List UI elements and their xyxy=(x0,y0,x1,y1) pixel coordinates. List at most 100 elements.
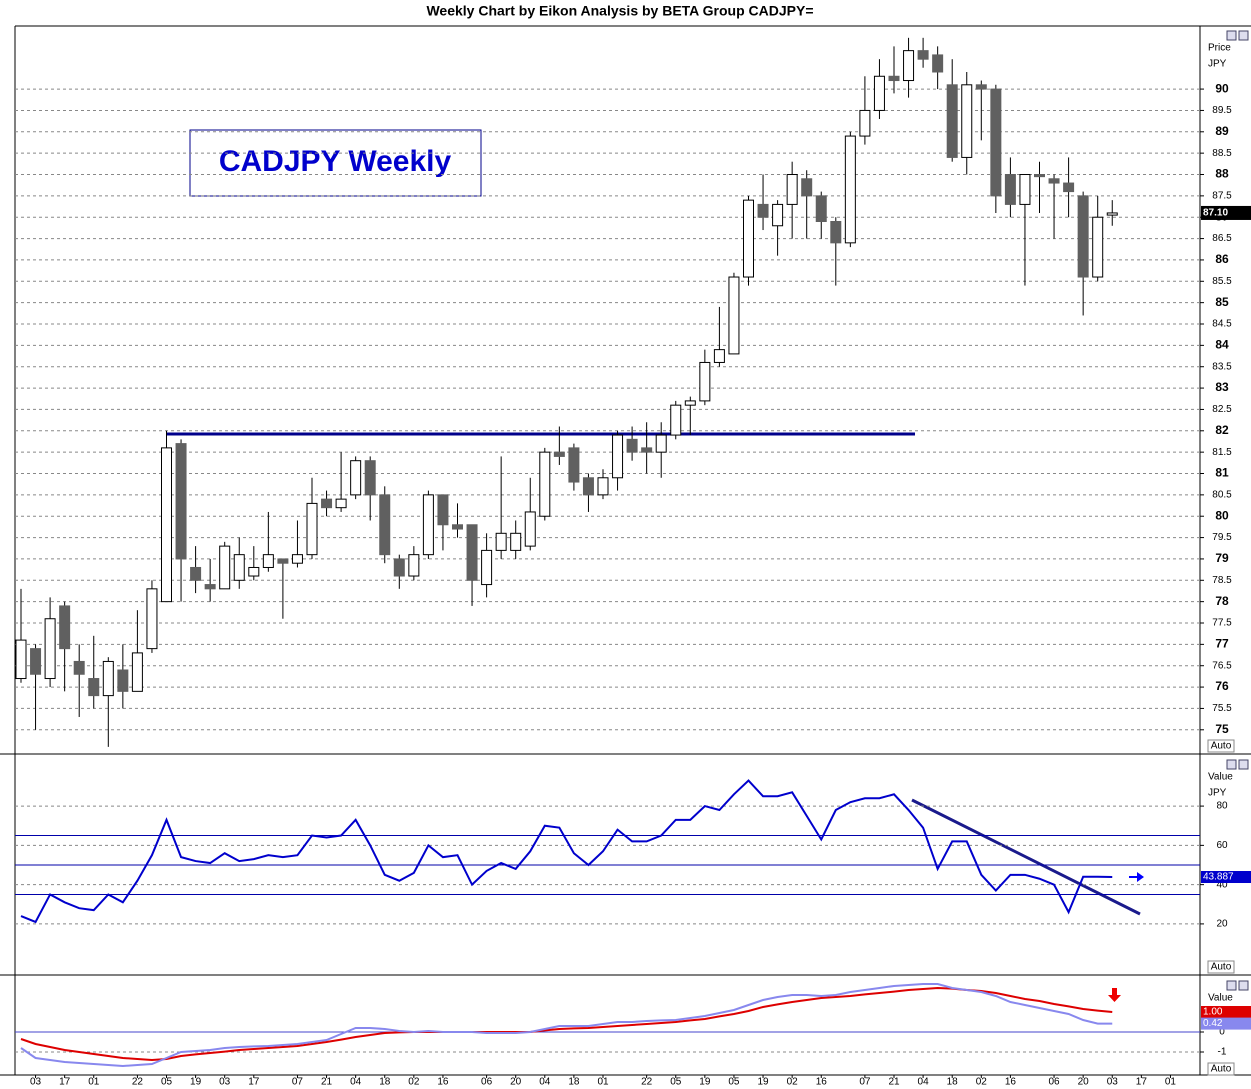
candle-body-up xyxy=(350,460,362,496)
x-tick-label: 02 xyxy=(408,1077,420,1088)
x-tick-label: 06 xyxy=(1048,1077,1060,1088)
y-tick-label: 88 xyxy=(1215,167,1229,181)
candle-body-up xyxy=(102,660,114,697)
last-value-box xyxy=(1201,1017,1251,1030)
y-tick-label: 90 xyxy=(1215,81,1229,95)
candle-body-up xyxy=(408,554,420,577)
x-tick-label: 05 xyxy=(161,1077,173,1088)
candle-body-down xyxy=(801,178,813,197)
x-tick-label: 01 xyxy=(88,1077,100,1088)
x-tick-label: 03 xyxy=(1107,1077,1119,1088)
scale-mode: Auto xyxy=(1211,962,1232,973)
candle-body-up xyxy=(131,652,143,692)
candle-body-up xyxy=(233,554,245,581)
axis-title: JPY xyxy=(1208,59,1227,70)
candle-body-down xyxy=(757,203,769,218)
candle-body-up xyxy=(859,109,871,137)
candle-body-down xyxy=(73,660,85,675)
candle-body-up xyxy=(291,554,303,564)
candle-body-up xyxy=(161,447,172,603)
candle-body-down xyxy=(975,84,987,90)
candle-body-up xyxy=(524,511,536,547)
x-tick-label: 22 xyxy=(132,1077,144,1088)
series-line xyxy=(20,986,1113,1062)
y-tick-label: 79.5 xyxy=(1212,532,1232,543)
y-tick-label: 89 xyxy=(1215,124,1229,138)
candle-body-up xyxy=(335,498,347,509)
candle-body-up xyxy=(786,174,798,205)
y-tick-label: 76 xyxy=(1215,679,1229,693)
candle-body-down xyxy=(175,443,187,560)
candle-body-up xyxy=(684,400,696,406)
x-tick-label: 05 xyxy=(670,1077,682,1088)
x-tick-label: 03 xyxy=(219,1077,231,1088)
arrow xyxy=(1108,988,1121,1002)
y-tick-label: 84 xyxy=(1215,338,1229,352)
candle-body-up xyxy=(248,566,260,577)
candle-body-up xyxy=(699,361,711,402)
candle-body-up xyxy=(539,451,551,517)
x-tick-label: 16 xyxy=(1005,1077,1017,1088)
y-tick-label: 83.5 xyxy=(1212,361,1232,372)
y-tick-label: -1 xyxy=(1218,1047,1227,1058)
y-tick-label: 85.5 xyxy=(1212,276,1232,287)
candle-body-up xyxy=(15,639,27,680)
candle-body-up xyxy=(306,502,318,556)
y-tick-label: 82.5 xyxy=(1212,404,1232,415)
x-tick-label: 16 xyxy=(816,1077,828,1088)
chart-title: Weekly Chart by Eikon Analysis by BETA G… xyxy=(426,3,813,19)
x-tick-label: 04 xyxy=(539,1077,551,1088)
y-tick-label: 75 xyxy=(1215,722,1229,736)
scale-box xyxy=(1207,960,1235,974)
candle-body-up xyxy=(481,549,493,586)
series-line xyxy=(20,983,1113,1068)
candle-body-up xyxy=(422,494,434,556)
candle-body-down xyxy=(946,84,958,158)
candle-body-down xyxy=(568,447,580,483)
candle-body-down xyxy=(393,558,405,577)
candle-body-up xyxy=(844,135,856,244)
candle-body-up xyxy=(1092,216,1104,278)
candle-body-up xyxy=(772,203,784,227)
candle-body-up xyxy=(655,434,667,453)
candle-body-up xyxy=(1106,212,1118,216)
candle-body-down xyxy=(364,460,376,496)
candle-body-down xyxy=(190,566,202,581)
candle-body-down xyxy=(1048,178,1060,184)
y-tick-label: 86.5 xyxy=(1212,233,1232,244)
y-tick-label: 85 xyxy=(1215,295,1229,309)
last-value-box xyxy=(1201,871,1251,884)
panel-button xyxy=(1238,980,1249,991)
candle-body-down xyxy=(815,195,827,222)
candle-body-up xyxy=(612,434,624,479)
candle-body-down xyxy=(917,50,929,60)
x-tick-label: 19 xyxy=(757,1077,769,1088)
candle-body-down xyxy=(30,648,42,675)
y-tick-label: 78.5 xyxy=(1212,575,1232,586)
y-tick-label: 86 xyxy=(1215,252,1229,266)
candle-body-down xyxy=(582,477,594,496)
y-tick-label: 83 xyxy=(1215,380,1229,394)
x-tick-label: 02 xyxy=(787,1077,799,1088)
x-tick-label: 18 xyxy=(568,1077,580,1088)
candle-body-down xyxy=(888,75,900,82)
y-tick-label: 0 xyxy=(1219,1027,1225,1038)
candle-body-down xyxy=(277,558,289,564)
x-tick-label: 02 xyxy=(976,1077,988,1088)
axis-title: Value xyxy=(1208,993,1233,1004)
candle-body-down xyxy=(553,451,565,457)
candle-body-up xyxy=(903,50,915,82)
last-price-box xyxy=(1201,205,1251,220)
axis-title: Value xyxy=(1208,772,1233,783)
candle-body-up xyxy=(597,477,609,496)
y-tick-label: 78 xyxy=(1215,594,1229,608)
candle-body-down xyxy=(437,494,449,526)
x-tick-label: 20 xyxy=(510,1077,522,1088)
axis-title: JPY xyxy=(1208,788,1227,799)
x-tick-label: 07 xyxy=(859,1077,871,1088)
candle-body-up xyxy=(219,545,231,590)
candle-body-down xyxy=(626,438,638,453)
scale-mode: Auto xyxy=(1211,741,1232,752)
trend-line xyxy=(911,798,1141,916)
